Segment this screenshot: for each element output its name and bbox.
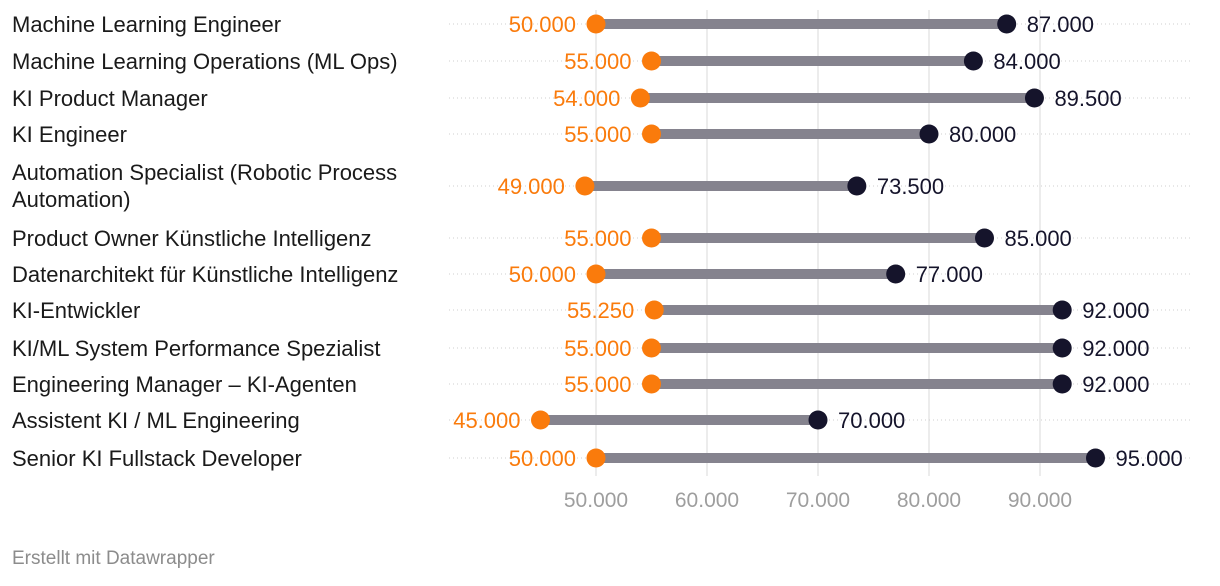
min-value-label: 50.000	[509, 12, 576, 37]
row-label: KI-Entwickler	[12, 297, 141, 323]
min-dot	[642, 51, 661, 71]
row-label: Engineering Manager – KI-Agenten	[12, 371, 357, 397]
max-dot	[1052, 338, 1072, 358]
row-label: Automation Specialist (Robotic Process A…	[12, 160, 398, 212]
max-value-label: 77.000	[916, 262, 983, 287]
max-value-label: 80.000	[949, 122, 1016, 147]
min-dot	[575, 176, 595, 196]
row-label: Machine Learning Engineer	[12, 11, 282, 37]
max-value-label: 89.500	[1054, 86, 1121, 111]
max-value-label: 84.000	[993, 49, 1060, 74]
footer-credit: Erstellt mit Datawrapper	[12, 548, 215, 569]
min-value-label: 45.000	[453, 408, 520, 433]
max-dot	[1086, 448, 1105, 468]
max-value-label: 95.000	[1116, 446, 1183, 471]
min-dot	[642, 228, 661, 248]
x-tick-label: 50.000	[564, 489, 628, 512]
row-label: KI/ML System Performance Spezialist	[12, 335, 381, 361]
max-dot	[963, 51, 983, 71]
min-dot	[531, 410, 550, 430]
row-label: Machine Learning Operations (ML Ops)	[12, 48, 398, 74]
max-value-label: 73.500	[877, 174, 944, 199]
min-dot	[642, 338, 661, 358]
row-label: Assistent KI / ML Engineering	[12, 407, 300, 433]
min-dot	[630, 88, 650, 108]
row-label: Datenarchitekt für Künstliche Intelligen…	[12, 261, 399, 287]
row-label: Product Owner Künstliche Intelligenz	[12, 225, 372, 251]
x-tick-label: 60.000	[675, 489, 739, 512]
min-value-label: 54.000	[553, 86, 620, 111]
max-dot	[919, 124, 939, 144]
max-dot	[975, 228, 994, 248]
max-value-label: 92.000	[1082, 372, 1149, 397]
min-value-label: 55.000	[564, 372, 631, 397]
max-value-label: 92.000	[1082, 298, 1149, 323]
x-tick-label: 90.000	[1008, 489, 1072, 512]
min-dot	[586, 264, 606, 284]
min-value-label: 50.000	[509, 446, 576, 471]
x-tick-label: 70.000	[786, 489, 850, 512]
max-dot	[1052, 300, 1072, 320]
min-value-label: 55.000	[564, 122, 631, 147]
min-value-label: 55.000	[564, 226, 631, 251]
min-dot	[586, 14, 606, 34]
min-dot	[586, 448, 606, 468]
min-value-label: 50.000	[509, 262, 576, 287]
min-dot	[642, 374, 661, 394]
row-label: KI Product Manager	[12, 85, 208, 111]
max-dot	[1024, 88, 1044, 108]
row-label: Senior KI Fullstack Developer	[12, 445, 302, 471]
min-value-label: 55.250	[567, 298, 634, 323]
max-value-label: 87.000	[1027, 12, 1094, 37]
max-dot	[997, 14, 1017, 34]
min-value-label: 55.000	[564, 336, 631, 361]
row-label: KI Engineer	[12, 121, 127, 147]
max-value-label: 92.000	[1082, 336, 1149, 361]
min-dot	[642, 124, 661, 144]
max-dot	[886, 264, 906, 284]
min-value-label: 49.000	[498, 174, 565, 199]
max-value-label: 70.000	[838, 408, 905, 433]
max-dot	[847, 176, 867, 196]
min-dot	[644, 300, 664, 320]
max-dot	[1052, 374, 1072, 394]
x-tick-label: 80.000	[897, 489, 961, 512]
max-value-label: 85.000	[1005, 226, 1072, 251]
max-dot	[808, 410, 828, 430]
min-value-label: 55.000	[564, 49, 631, 74]
